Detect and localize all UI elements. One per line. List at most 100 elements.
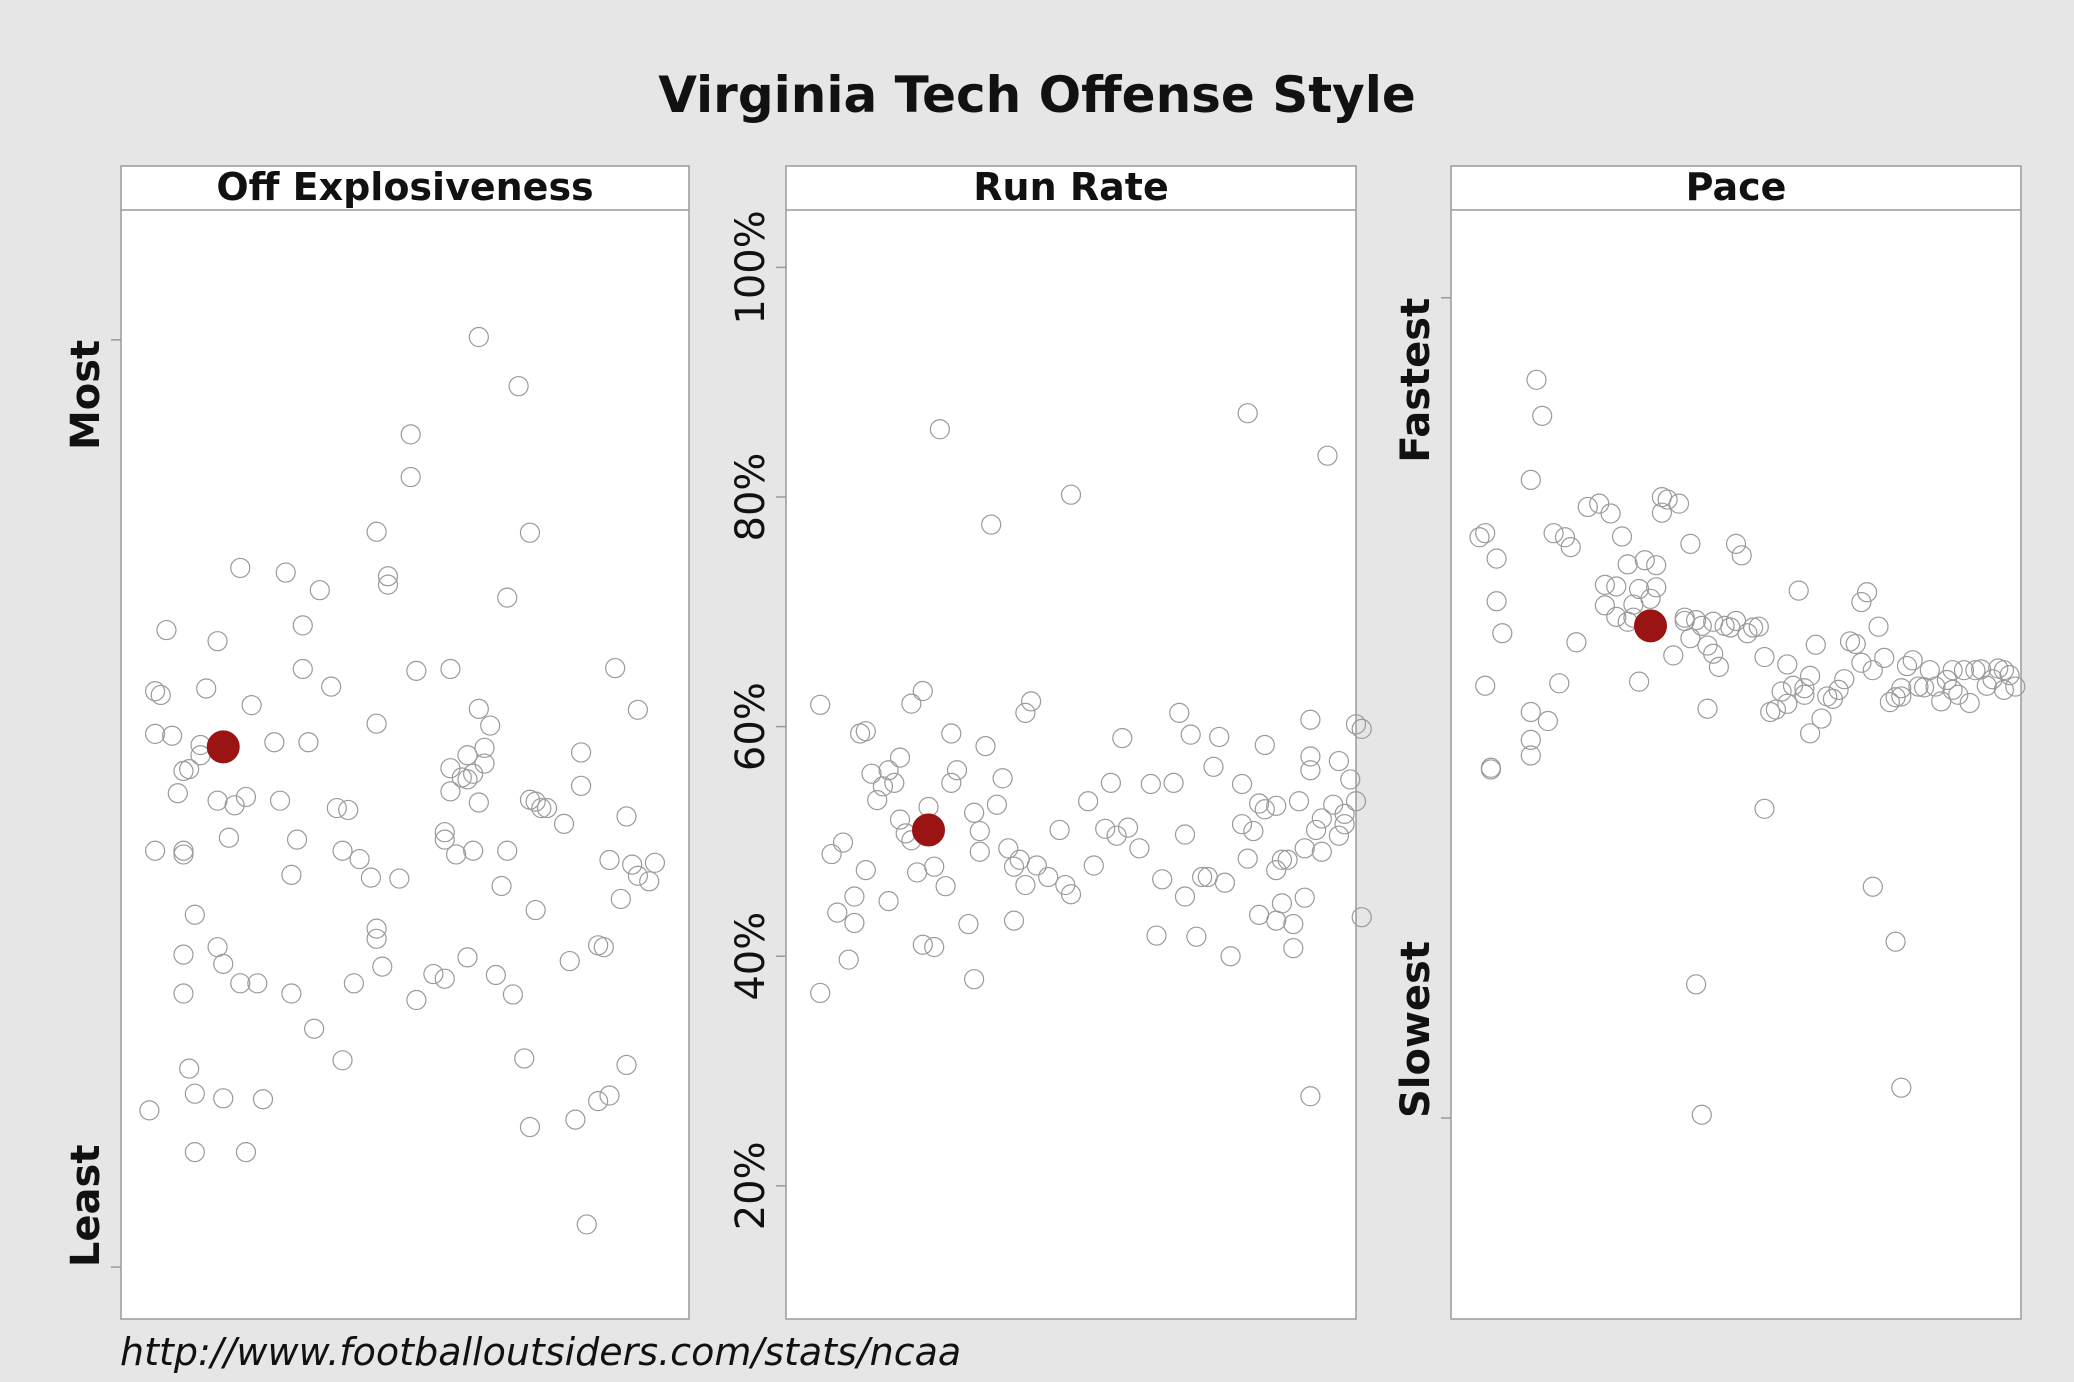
data-point xyxy=(1765,699,1787,720)
y-tick-label: Most xyxy=(63,340,109,450)
data-point xyxy=(173,844,194,865)
data-point xyxy=(570,742,592,763)
data-point xyxy=(1486,548,1507,569)
data-point xyxy=(1771,681,1792,702)
data-point xyxy=(1708,656,1730,677)
data-point xyxy=(1152,869,1173,890)
data-point xyxy=(252,1089,274,1110)
data-point xyxy=(946,760,968,781)
data-point xyxy=(338,799,359,821)
data-point xyxy=(474,737,495,758)
data-point xyxy=(366,918,387,939)
data-point xyxy=(810,694,831,715)
y-tick-label: Slowest xyxy=(1393,941,1439,1118)
data-point xyxy=(832,832,854,853)
data-point xyxy=(377,566,399,587)
data-point xyxy=(935,876,956,897)
data-point xyxy=(485,964,506,986)
data-point xyxy=(1657,489,1678,510)
data-point xyxy=(1486,591,1507,612)
data-point xyxy=(144,723,166,745)
data-point xyxy=(878,891,899,912)
data-point xyxy=(349,848,370,870)
data-point xyxy=(1231,814,1253,835)
data-point xyxy=(497,840,518,861)
data-point xyxy=(514,1048,535,1069)
data-point xyxy=(1862,660,1883,681)
data-point xyxy=(1311,841,1332,862)
data-point xyxy=(1334,803,1355,824)
data-point xyxy=(1129,838,1150,859)
data-point xyxy=(525,899,546,921)
data-point xyxy=(1600,503,1621,524)
data-point xyxy=(610,888,631,910)
data-point xyxy=(1237,403,1258,424)
data-point xyxy=(844,886,865,907)
data-point xyxy=(553,813,575,834)
data-point xyxy=(599,1085,620,1106)
data-point xyxy=(821,843,842,865)
data-point xyxy=(1594,574,1616,595)
data-point xyxy=(1209,726,1230,748)
data-point xyxy=(207,631,228,652)
data-point xyxy=(173,840,194,861)
panel-3: Pace Slowest Fastest xyxy=(1393,165,2026,1320)
data-point xyxy=(1594,595,1616,616)
data-point xyxy=(162,725,183,746)
data-point xyxy=(1651,502,1673,523)
data-point xyxy=(1100,772,1122,793)
y-tick-label: Least xyxy=(63,1145,109,1268)
data-point xyxy=(1317,445,1338,466)
data-point xyxy=(1140,773,1161,795)
data-point xyxy=(1845,633,1866,655)
data-point xyxy=(1300,1086,1321,1107)
data-point xyxy=(1896,655,1918,677)
data-point xyxy=(241,695,262,716)
data-point xyxy=(1271,893,1293,914)
panel-2: Run Rate 20% 40% 60% 80% 100% xyxy=(728,165,1372,1320)
data-point xyxy=(576,1214,597,1235)
data-point xyxy=(144,681,166,702)
data-point xyxy=(1948,684,1969,705)
data-point xyxy=(1015,702,1036,723)
data-point xyxy=(156,619,177,641)
data-point xyxy=(1475,523,1496,544)
data-point xyxy=(1526,369,1547,390)
data-point xyxy=(1300,746,1321,767)
data-point xyxy=(434,829,455,850)
points-group xyxy=(1469,369,2026,1125)
data-point xyxy=(1828,679,1849,700)
data-point xyxy=(1248,793,1270,814)
data-point xyxy=(1283,938,1304,959)
data-point xyxy=(1925,676,1946,697)
data-point xyxy=(1537,710,1559,732)
data-point xyxy=(975,736,996,757)
data-point xyxy=(1646,555,1667,576)
data-point xyxy=(457,947,478,968)
data-point xyxy=(1777,693,1798,714)
data-point xyxy=(1754,646,1775,668)
data-point xyxy=(286,829,308,850)
data-point xyxy=(406,989,427,1011)
data-point xyxy=(480,715,501,736)
data-point xyxy=(941,772,962,793)
data-point xyxy=(1060,884,1082,905)
data-point xyxy=(559,950,580,972)
data-point xyxy=(969,841,990,862)
data-point xyxy=(1566,632,1587,653)
data-point xyxy=(1174,886,1196,907)
data-point xyxy=(1737,623,1758,644)
data-point xyxy=(1577,496,1598,518)
data-point xyxy=(1942,660,1963,681)
data-point xyxy=(218,827,240,848)
data-point xyxy=(1902,650,1923,671)
data-point xyxy=(536,797,558,819)
data-point xyxy=(508,376,529,397)
data-point xyxy=(264,732,285,753)
data-point xyxy=(1294,838,1315,859)
data-point xyxy=(1851,652,1872,673)
data-point xyxy=(326,797,347,819)
data-point xyxy=(1703,643,1724,664)
data-point xyxy=(1777,654,1798,675)
data-point xyxy=(1543,523,1564,544)
